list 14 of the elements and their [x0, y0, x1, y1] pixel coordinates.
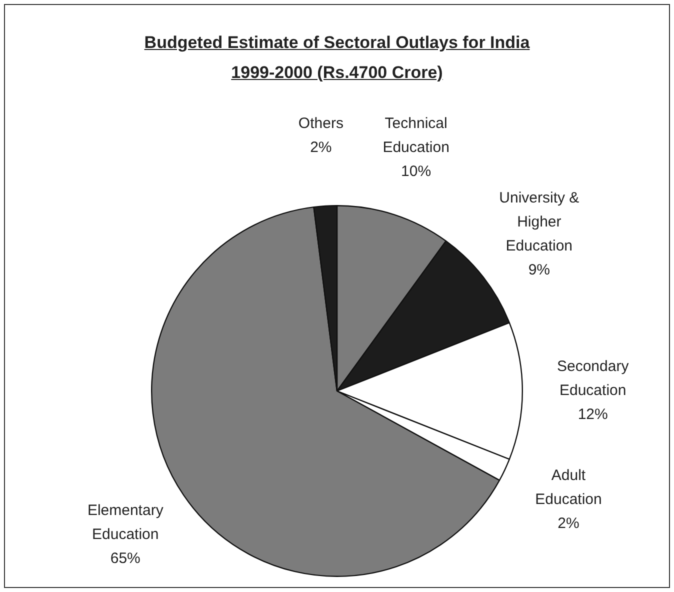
data-label: 10%	[401, 162, 432, 180]
data-label: 12%	[578, 406, 608, 424]
slice-label: University & Higher Education	[499, 189, 580, 254]
data-label: 9%	[528, 261, 550, 278]
slice-label: Others	[298, 114, 344, 132]
chart-title: Budgeted Estimate of Sectoral Outlays for India	[144, 33, 530, 52]
data-label: 65%	[110, 550, 140, 567]
data-label: 2%	[558, 515, 580, 532]
slice-label: Elementary Education	[87, 502, 164, 543]
slice-label: Secondary Education	[556, 358, 630, 400]
data-label: 2%	[310, 138, 332, 156]
slice-label: Technical Education	[382, 114, 450, 156]
chart-subtitle: 1999-2000 (Rs.4700 Crore)	[231, 63, 443, 82]
slice-label: Adult Education	[535, 467, 602, 508]
